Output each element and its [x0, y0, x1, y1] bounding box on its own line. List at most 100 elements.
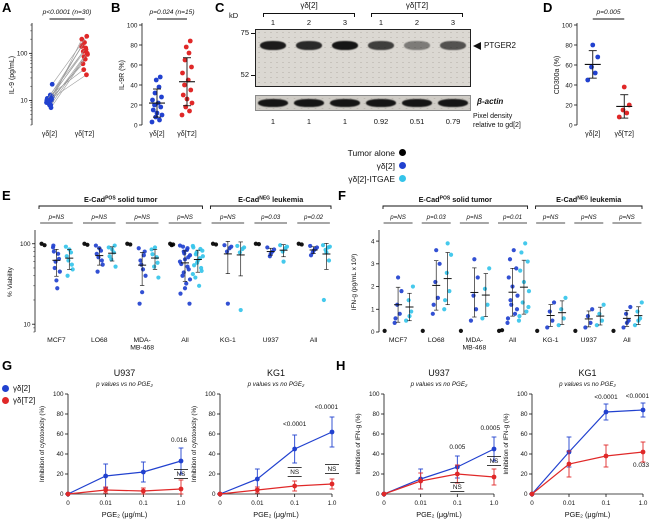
- series-line: [219, 483, 333, 495]
- group-header: E-CadNEG leukemia: [238, 195, 304, 204]
- y-tick-label: 100: [517, 391, 528, 398]
- data-point: [65, 273, 70, 278]
- data-point: [85, 242, 90, 247]
- data-point: [516, 318, 522, 323]
- data-point: [526, 304, 531, 310]
- data-point: [616, 114, 622, 120]
- y-tick-label: 4: [371, 238, 375, 245]
- p-value-label: p=NS: [618, 214, 636, 221]
- x-tick-label: 0.01: [563, 500, 576, 507]
- y-axis-label: Inhibition of cytotoxicity (%): [39, 406, 46, 482]
- data-point: [292, 446, 298, 452]
- y-tick-label: 3: [371, 261, 375, 268]
- x-tick-label: 0: [530, 500, 534, 507]
- pair-line: [51, 56, 85, 101]
- y-tick-label: 10: [20, 98, 28, 105]
- data-point: [628, 304, 633, 310]
- data-point: [491, 446, 497, 452]
- data-point: [42, 243, 47, 248]
- group-bracket: [38, 205, 203, 209]
- panel-H-U937-chart: U937 p values vs no PGE₂ 0 20 40 60 80 100 0 0.01…: [355, 368, 501, 519]
- data-point: [159, 94, 164, 100]
- data-point: [431, 302, 436, 307]
- subplot-title: KG1: [267, 368, 285, 378]
- x-tick-label: 1.0: [328, 500, 337, 507]
- lane-number: 1: [378, 18, 384, 27]
- data-point: [314, 245, 320, 250]
- y-tick-label: 0: [371, 329, 375, 336]
- legend-label: γδ[2]: [376, 160, 395, 171]
- data-point: [418, 478, 424, 484]
- data-point: [152, 102, 157, 108]
- p-value-label: p=NS: [542, 214, 560, 221]
- data-point: [308, 243, 313, 249]
- p-value-label: p=NS: [219, 214, 237, 221]
- data-point: [222, 243, 227, 248]
- data-point: [281, 259, 286, 264]
- data-point: [515, 293, 520, 298]
- p-note: p values vs no PGE₂: [247, 381, 305, 388]
- data-point: [320, 243, 326, 248]
- legend-item: γδ[2]-ITGAE: [286, 172, 406, 185]
- y-tick-label: 0: [524, 491, 528, 498]
- data-point: [63, 244, 68, 249]
- data-point: [180, 244, 186, 249]
- data-point: [435, 295, 441, 301]
- data-point: [599, 318, 605, 323]
- p-value-label: p=0.02: [303, 214, 324, 221]
- actin-band: [330, 99, 360, 107]
- data-point: [621, 325, 626, 330]
- legend-dot-icon: [399, 162, 406, 169]
- density-value: 0.92: [373, 117, 389, 126]
- x-category-label: MB-468: [130, 345, 154, 352]
- data-point: [140, 290, 145, 295]
- y-tick-label: 2: [371, 284, 375, 291]
- y-tick-label: 100: [53, 391, 64, 398]
- data-point: [199, 265, 204, 271]
- data-point: [200, 254, 205, 259]
- y-tick-label: 10: [23, 321, 31, 328]
- data-point: [99, 258, 104, 263]
- data-point: [185, 264, 190, 269]
- data-point: [178, 291, 183, 296]
- data-point: [640, 449, 646, 455]
- data-point: [448, 252, 454, 257]
- data-point: [329, 481, 335, 487]
- data-point: [100, 262, 105, 267]
- kd-marker-label: 52: [240, 70, 249, 79]
- data-point: [84, 50, 90, 56]
- density-value: 1: [342, 117, 348, 126]
- legend-label: γδ[2]-ITGAE: [348, 173, 395, 184]
- data-point: [156, 275, 161, 280]
- lane-number: 1: [270, 18, 276, 27]
- legend-item: γδ[2]: [2, 382, 52, 394]
- data-point: [511, 248, 516, 253]
- data-point: [561, 316, 566, 321]
- p-value-label: p=NS: [466, 214, 484, 221]
- p-annotation: 0.016: [171, 437, 187, 444]
- data-point: [229, 244, 234, 249]
- data-point: [217, 491, 223, 497]
- density-value: 0.79: [445, 117, 461, 126]
- data-point: [51, 243, 56, 248]
- y-tick-label: 40: [520, 451, 528, 458]
- data-point: [152, 90, 158, 96]
- data-point: [188, 87, 194, 93]
- data-point: [475, 275, 480, 280]
- p-annotation: <0.0001: [315, 404, 339, 411]
- panel-D-plot: 0 20 40 60 80 100 CD300a (%) γδ[2] γδ[T2] p=0.005: [554, 9, 634, 138]
- data-point: [518, 268, 523, 273]
- data-point: [485, 302, 490, 307]
- x-axis-label: PGE₂ (μg/mL): [102, 510, 148, 519]
- p-annotation: NS: [290, 469, 299, 476]
- x-tick-label: 0.01: [415, 500, 428, 507]
- data-point: [49, 81, 55, 87]
- y-axis-label: Inhibition of IFN-g (%): [355, 413, 362, 474]
- gh-series-legend: γδ[2] γδ[T2]: [2, 382, 52, 406]
- y-tick-label: 100: [127, 22, 138, 29]
- group-bracket: [382, 205, 529, 209]
- data-point: [142, 249, 147, 254]
- y-tick-label: 20: [372, 471, 380, 478]
- data-point: [473, 307, 479, 312]
- y-tick-label: 60: [56, 431, 64, 438]
